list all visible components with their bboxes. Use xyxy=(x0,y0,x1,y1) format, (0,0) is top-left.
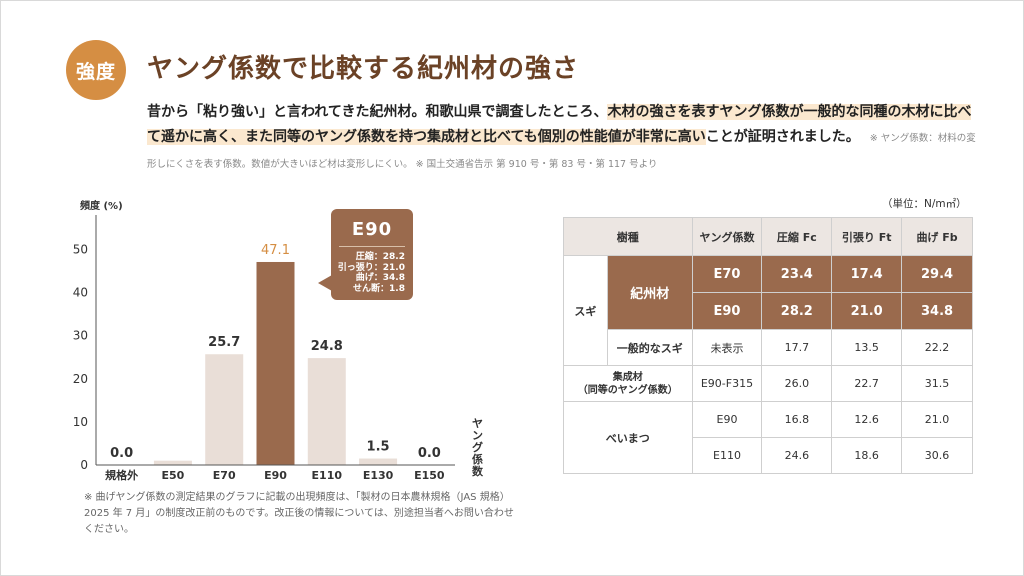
table-row: 一般的なスギ 未表示 17.7 13.5 22.2 xyxy=(564,329,973,366)
callout-bending: 曲げ：34.8 xyxy=(355,273,405,283)
intro-text-3: ことが証明されました。 xyxy=(705,129,860,145)
header-young: ヤング係数 xyxy=(691,217,763,256)
beimatsu-e110-ft: 18.6 xyxy=(831,437,903,474)
intro-text-1: 昔から「粘り強い」と言われてきた紀州材。和歌山県で調査したところ、 xyxy=(147,104,608,120)
bar-E50 xyxy=(153,460,192,465)
beimatsu-e110-fb: 30.6 xyxy=(901,437,973,474)
table-row: 集成材 （同等のヤング係数） E90-F315 26.0 22.7 31.5 xyxy=(563,365,973,402)
header-fc: 圧縮 Fc xyxy=(761,217,833,256)
value-label: 1.5 xyxy=(367,440,390,455)
kishu-e90-ft: 21.0 xyxy=(831,292,903,330)
beimatsu-e110-fc: 24.6 xyxy=(761,437,833,474)
table-unit: （単位：N/m㎡） xyxy=(882,198,967,210)
callout-divider xyxy=(339,246,405,247)
kishu-e90-grade: E90 xyxy=(691,292,763,330)
x-tick-label: 規格外 xyxy=(105,468,138,482)
header-species: 樹種 xyxy=(563,217,693,256)
x-axis-title: ヤング係数 xyxy=(472,417,483,478)
value-label: 0.0 xyxy=(110,446,133,461)
general-sugi-label: 一般的なスギ xyxy=(606,329,693,366)
callout-shear: せん断：1.8 xyxy=(353,283,405,294)
y-axis-title: 頻度 (%) xyxy=(80,201,123,212)
glulam-fb: 31.5 xyxy=(901,365,973,402)
glulam-fc: 26.0 xyxy=(761,365,833,402)
y-tick-label: 30 xyxy=(73,329,88,343)
glulam-label-sub: （同等のヤング係数） xyxy=(577,384,678,396)
bar-E90 xyxy=(256,261,295,465)
x-tick-label: E50 xyxy=(162,469,185,482)
table-row: スギ 紀州材 E70 23.4 17.4 29.4 xyxy=(563,255,973,366)
glulam-label-main: 集成材 xyxy=(612,371,643,383)
glulam-grade: E90-F315 xyxy=(691,365,763,402)
general-grade: 未表示 xyxy=(691,329,763,366)
kishu-label: 紀州材 xyxy=(606,255,693,330)
beimatsu-e90-fc: 16.8 xyxy=(761,401,833,438)
table-row: E90 28.2 21.0 34.8 xyxy=(564,292,973,330)
glulam-ft: 22.7 xyxy=(831,365,903,402)
e90-callout: E90 圧縮：28.2 引っ張り：21.0 曲げ：34.8 せん断：1.8 xyxy=(318,209,413,300)
callout-tension: 引っ張り：21.0 xyxy=(337,262,405,273)
table-row: べいまつ E90 16.8 12.6 21.0 xyxy=(563,401,973,474)
table-row: E110 24.6 18.6 30.6 xyxy=(564,437,973,474)
value-label: 0.0 xyxy=(418,446,441,461)
kishu-e70-ft: 17.4 xyxy=(831,255,903,293)
page-title: ヤング係数で比較する紀州材の強さ xyxy=(147,54,580,84)
x-tick-label: E110 xyxy=(312,469,343,482)
header-ft: 引張り Ft xyxy=(831,217,903,256)
bar-E130 xyxy=(359,458,398,465)
kishu-e70-fc: 23.4 xyxy=(761,255,833,293)
beimatsu-e90-grade: E90 xyxy=(691,401,763,438)
strength-badge: 強度 xyxy=(66,40,126,100)
sugi-label: スギ xyxy=(563,255,608,366)
table-header-row: 樹種 ヤング係数 圧縮 Fc 引張り Ft 曲げ Fb xyxy=(563,217,973,256)
kishu-e70-grade: E70 xyxy=(691,255,763,293)
y-tick-label: 10 xyxy=(73,415,88,429)
x-tick-label: E90 xyxy=(264,469,287,482)
callout-title: E90 xyxy=(351,219,393,240)
general-fb: 22.2 xyxy=(901,329,973,366)
beimatsu-e90-ft: 12.6 xyxy=(831,401,903,438)
bar-E110 xyxy=(307,358,346,465)
callout-list: 圧縮：28.2 引っ張り：21.0 曲げ：34.8 せん断：1.8 xyxy=(331,252,413,294)
value-label: 25.7 xyxy=(208,335,240,350)
x-tick-label: E150 xyxy=(414,469,445,482)
intro-note: ※ ヤング係数：材料の変形しにくさを表す係数。数値が大きいほど材は変形しにくい。… xyxy=(147,133,976,170)
x-tick-label: E70 xyxy=(213,469,236,482)
callout-compression: 圧縮：28.2 xyxy=(355,252,405,262)
bar-E70 xyxy=(205,354,244,465)
kishu-e90-fc: 28.2 xyxy=(761,292,833,330)
general-fc: 17.7 xyxy=(761,329,833,366)
chart-footnote: ※ 曲げヤング係数の測定結果のグラフに記載の出現頻度は、「製材の日本農林規格（J… xyxy=(84,492,514,535)
general-ft: 13.5 xyxy=(831,329,903,366)
kishu-e70-fb: 29.4 xyxy=(901,255,973,293)
y-tick-label: 50 xyxy=(73,242,88,256)
x-tick-label: E130 xyxy=(363,469,394,482)
y-tick-label: 0 xyxy=(80,458,88,472)
kishu-e90-fb: 34.8 xyxy=(901,292,973,330)
value-label: 47.1 xyxy=(261,243,290,258)
strength-table: 樹種 ヤング係数 圧縮 Fc 引張り Ft 曲げ Fb スギ 紀州材 E70 2… xyxy=(563,217,973,474)
intro-paragraph: 昔から「粘り強い」と言われてきた紀州材。和歌山県で調査したところ、木材の強さを表… xyxy=(147,100,977,177)
beimatsu-label: べいまつ xyxy=(563,401,693,474)
value-label: 24.8 xyxy=(311,339,343,354)
beimatsu-e110-grade: E110 xyxy=(691,437,763,474)
beimatsu-e90-fb: 21.0 xyxy=(901,401,973,438)
y-tick-label: 40 xyxy=(73,286,88,300)
y-tick-label: 20 xyxy=(73,372,88,386)
glulam-label: 集成材 （同等のヤング係数） xyxy=(563,365,693,402)
header-fb: 曲げ Fb xyxy=(901,217,973,256)
frequency-bar-chart: 0 10 20 30 40 50 0.0 規格外 E50 25.7 E70 47.1 E90 24.8 E1… xyxy=(73,215,455,482)
